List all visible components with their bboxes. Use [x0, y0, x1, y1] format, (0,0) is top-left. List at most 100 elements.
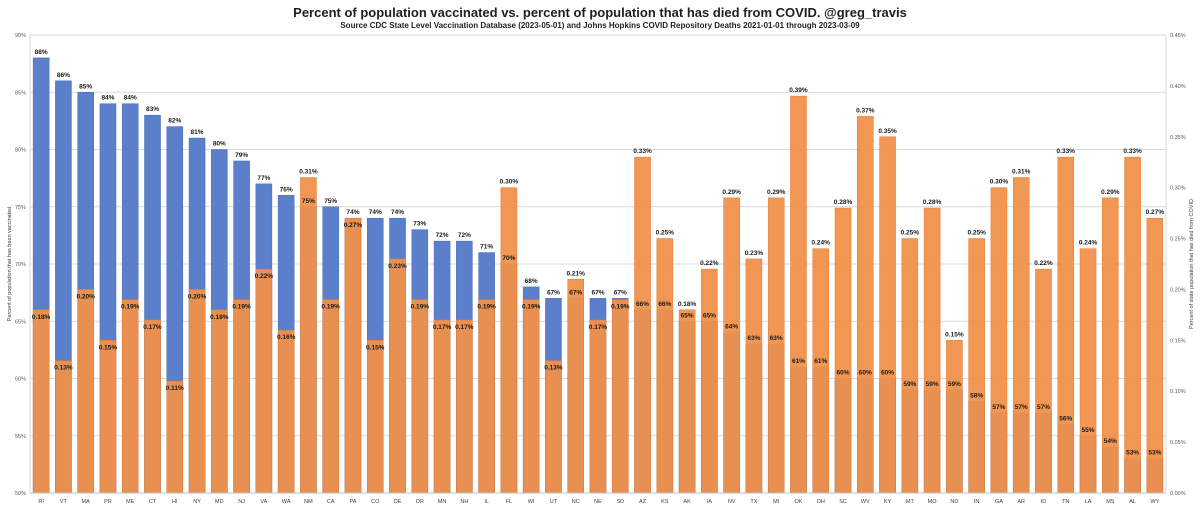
vaccinated-data-label: 67% — [614, 289, 627, 296]
death-data-label: 0.19% — [321, 304, 340, 311]
x-tick-label: ND — [950, 499, 958, 505]
x-tick-label: MI — [773, 499, 780, 505]
vaccinated-data-label: 60% — [859, 370, 872, 377]
death-bar — [522, 299, 540, 494]
death-data-label: 0.23% — [388, 263, 407, 270]
y-tick-label-left: 90% — [15, 33, 26, 39]
death-data-label: 0.20% — [76, 293, 95, 300]
vaccinated-data-label: 63% — [770, 335, 783, 342]
death-data-label: 0.20% — [188, 293, 207, 300]
x-tick-label: VA — [260, 499, 267, 505]
death-data-label: 0.33% — [1057, 148, 1076, 155]
y-tick-label-right: 0.00% — [1170, 491, 1186, 497]
x-tick-label: IA — [707, 499, 713, 505]
death-data-label: 0.25% — [656, 230, 675, 237]
x-tick-label: NM — [304, 499, 313, 505]
death-bar — [723, 197, 740, 494]
x-tick-label: TN — [1062, 499, 1069, 505]
x-tick-label: SD — [616, 499, 624, 505]
death-bar — [188, 289, 206, 494]
vaccinated-data-label: 68% — [525, 278, 538, 285]
death-bar — [1035, 268, 1052, 494]
y-tick-label-left: 85% — [15, 90, 26, 96]
y-tick-label-right: 0.25% — [1170, 237, 1186, 243]
death-bar — [300, 177, 317, 494]
y-tick-label-right: 0.15% — [1170, 338, 1186, 344]
chart-title: Percent of population vaccinated vs. per… — [293, 5, 907, 20]
death-data-label: 0.18% — [210, 314, 229, 321]
vaccinated-data-label: 60% — [881, 370, 894, 377]
death-bar — [923, 207, 941, 494]
x-tick-label: MS — [1106, 499, 1115, 505]
death-bar — [612, 299, 629, 494]
x-tick-label: WV — [861, 499, 870, 505]
x-tick-label: MT — [906, 499, 915, 505]
death-bar — [790, 95, 807, 494]
vaccinated-data-label: 53% — [1148, 450, 1161, 457]
vaccinated-data-label: 75% — [324, 198, 337, 205]
death-data-label: 0.27% — [1146, 209, 1165, 216]
death-data-label: 0.22% — [700, 260, 719, 267]
y-tick-label-right: 0.40% — [1170, 84, 1186, 90]
vaccinated-data-label: 61% — [792, 358, 805, 365]
x-tick-label: CO — [371, 499, 380, 505]
death-bar — [55, 360, 72, 494]
x-tick-label: AZ — [639, 499, 647, 505]
vaccinated-data-label: 57% — [992, 404, 1005, 411]
death-bar — [211, 309, 228, 494]
death-data-label: 0.19% — [121, 304, 140, 311]
y-axis-label-right: Percent of state population that has die… — [1189, 199, 1195, 329]
death-bar — [1057, 156, 1075, 494]
death-data-label: 0.17% — [433, 324, 452, 331]
vaccinated-data-label: 67% — [591, 289, 604, 296]
death-bar — [389, 258, 406, 494]
death-data-label: 0.24% — [812, 240, 831, 247]
death-bar — [121, 299, 139, 494]
y-tick-label-right: 0.05% — [1170, 440, 1186, 446]
death-bar — [1012, 177, 1030, 494]
x-tick-label: KY — [884, 499, 892, 505]
death-bar — [344, 217, 362, 494]
death-bar — [366, 340, 384, 494]
death-bar — [745, 258, 763, 494]
death-bar — [32, 309, 50, 494]
death-bar — [166, 380, 184, 494]
vaccinated-data-label: 67% — [547, 289, 560, 296]
death-bar — [857, 116, 874, 494]
vaccinated-data-label: 53% — [1126, 450, 1139, 457]
x-tick-label: PA — [350, 499, 357, 505]
death-data-label: 0.29% — [722, 189, 741, 196]
vaccinated-data-label: 82% — [168, 118, 181, 125]
death-bars — [32, 95, 1164, 494]
death-bar — [1079, 248, 1097, 494]
death-data-label: 0.15% — [945, 331, 964, 338]
vaccinated-data-label: 64% — [725, 324, 738, 331]
vaccinated-data-label: 74% — [369, 209, 382, 216]
y-tick-label-right: 0.10% — [1170, 389, 1186, 395]
death-data-label: 0.33% — [1123, 148, 1142, 155]
death-data-label: 0.39% — [789, 87, 808, 94]
vaccinated-data-label: 66% — [658, 301, 671, 308]
vaccinated-data-label: 76% — [280, 186, 293, 193]
x-tick-label: OH — [817, 499, 825, 505]
vaccinated-data-label: 67% — [569, 289, 582, 296]
death-data-label: 0.24% — [1079, 240, 1098, 247]
death-data-label: 0.29% — [1101, 189, 1120, 196]
x-tick-label: WI — [528, 499, 535, 505]
vaccinated-data-label: 71% — [480, 244, 493, 251]
vaccinated-data-label: 56% — [1059, 415, 1072, 422]
vaccinated-data-label: 72% — [458, 232, 471, 239]
x-tick-label: PR — [104, 499, 112, 505]
death-data-label: 0.22% — [1034, 260, 1053, 267]
vaccinated-data-label: 66% — [636, 301, 649, 308]
x-tick-label: MD — [215, 499, 224, 505]
x-tick-label: VT — [60, 499, 68, 505]
vaccinated-data-label: 65% — [681, 312, 694, 319]
death-bar — [233, 299, 250, 494]
death-bar — [968, 238, 985, 494]
y-tick-label-left: 75% — [15, 205, 26, 211]
vaccinated-data-label: 61% — [814, 358, 827, 365]
y-tick-label-right: 0.45% — [1170, 33, 1186, 39]
death-bar — [1124, 156, 1141, 494]
death-bar — [545, 360, 562, 494]
